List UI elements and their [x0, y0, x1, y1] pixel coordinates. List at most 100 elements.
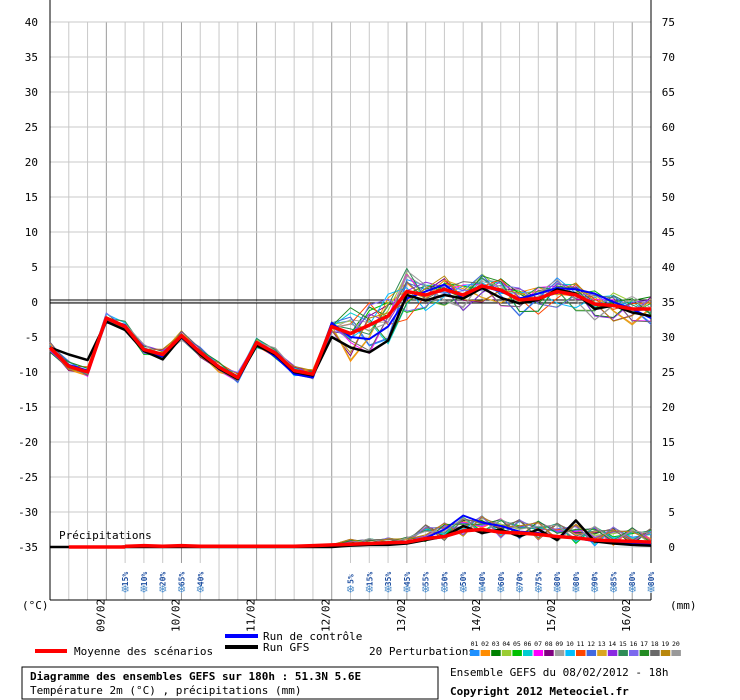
perturbation-number: 14 [608, 640, 616, 648]
perturbation-swatch [512, 650, 522, 656]
perturbation-number: 03 [492, 640, 500, 648]
x-date-label: 10/02 [169, 599, 182, 632]
snow-prob-cell [120, 563, 131, 593]
snowflake-icon: ❄ [139, 583, 148, 596]
y-left-tick-label: 10 [25, 226, 38, 239]
snow-prob-label: 35% [384, 572, 393, 587]
perturbation-number: 10 [566, 640, 574, 648]
snowflake-icon: ❄ [196, 583, 205, 596]
snow-prob-label: 10% [140, 572, 149, 587]
perturbation-swatch [470, 650, 480, 656]
snow-prob-label: 65% [177, 572, 186, 587]
snow-prob-cell [364, 563, 375, 593]
snow-prob-cell [495, 563, 506, 593]
y-left-tick-label: -5 [25, 331, 38, 344]
mean-temperature-line [48, 284, 651, 380]
snow-prob-cell [138, 563, 149, 593]
y-left-tick-label: -10 [18, 366, 38, 379]
snow-prob-cell [458, 563, 469, 593]
y-right-tick-label: 30 [662, 331, 675, 344]
legend-perturbations: 20 Perturbations [369, 645, 475, 658]
snow-prob-cell [608, 563, 619, 593]
snow-prob-cell [589, 563, 600, 593]
y-right-tick-label: 35 [662, 296, 675, 309]
perturbation-swatch [671, 650, 681, 656]
y-right-tick-label: 70 [662, 51, 675, 64]
y-right-unit: (mm) [670, 599, 697, 612]
main-series-lines [48, 283, 652, 549]
snowflake-icon: ❄ [421, 583, 430, 596]
perturbation-swatch [523, 650, 533, 656]
snow-prob-cell [514, 563, 525, 593]
snow-prob-label: 20% [159, 572, 168, 587]
copyright: Copyright 2012 Meteociel.fr [450, 685, 629, 698]
snowflake-icon: ❄ [121, 583, 130, 596]
perturbation-number: 04 [502, 640, 510, 648]
snow-prob-label: 80% [628, 572, 637, 587]
perturbation-legend: 01 02 03 04 05 06 07 08 09 10 11 12 13 14 15 16 17 18 19 20 [470, 640, 681, 656]
perturbation-swatch [650, 650, 660, 656]
y-right-tick-label: 55 [662, 156, 675, 169]
footer-subtitle: Température 2m (°C) , précipitations (mm… [30, 684, 302, 697]
y-left-tick-label: 25 [25, 121, 38, 134]
snowflake-icon: ❄ [628, 583, 637, 596]
perturbation-swatch [480, 650, 491, 656]
snowflake-icon: ❄ [158, 583, 167, 596]
perturbation-swatch [660, 650, 671, 656]
perturbation-swatch [597, 650, 607, 656]
y-left-tick-label: 35 [25, 51, 38, 64]
y-left-tick-label: 40 [25, 16, 38, 29]
perturbation-number: 16 [630, 640, 638, 648]
perturbation-number: 18 [651, 640, 659, 648]
perturbation-number: 11 [577, 640, 585, 648]
snow-prob-label: 50% [440, 572, 449, 587]
snow-prob-cell [646, 563, 656, 593]
perturbation-number: 08 [545, 640, 553, 648]
legend-control: Run de contrôle [263, 630, 362, 643]
x-date-label: 11/02 [245, 599, 258, 632]
perturbation-swatch [533, 650, 544, 656]
snow-prob-label: 15% [121, 572, 130, 587]
snowflake-icon: ❄ [571, 583, 580, 596]
x-date-label: 14/02 [470, 599, 483, 632]
snowflake-icon: ❄ [459, 583, 468, 596]
y-left-tick-label: 15 [25, 191, 38, 204]
perturbation-swatch [565, 650, 575, 656]
snow-prob-label: 40% [196, 572, 205, 587]
run-info: Ensemble GEFS du 08/02/2012 - 18h [450, 666, 669, 679]
snow-prob-cell [176, 563, 187, 593]
y-right-tick-label: 40 [662, 261, 675, 274]
x-date-label: 15/02 [545, 599, 558, 632]
precip-label: Précipitations [59, 529, 152, 542]
snowflake-icon: ❄ [496, 583, 505, 596]
perturbation-swatch [607, 650, 618, 656]
y-right-tick-label: 15 [662, 436, 675, 449]
snow-prob-cell [476, 563, 487, 593]
perturbation-number: 19 [661, 640, 669, 648]
snowflake-icon: ❄ [177, 583, 186, 596]
snow-prob-label: 90% [591, 572, 600, 587]
snow-prob-label: 70% [516, 572, 525, 587]
snowflake-icon: ❄ [552, 583, 561, 596]
y-right-tick-label: 45 [662, 226, 675, 239]
y-left-tick-label: -35 [18, 541, 38, 554]
perturbation-number: 09 [555, 640, 563, 648]
perturbation-number: 15 [619, 640, 627, 648]
snow-prob-label: 15% [365, 572, 374, 587]
legend: Run de contrôle Run GFS Moyenne des scén… [35, 630, 681, 658]
snow-prob-label: 40% [478, 572, 487, 587]
snow-prob-cell [570, 563, 581, 593]
legend-mean: Moyenne des scénarios [74, 645, 213, 658]
y-left-tick-label: 5 [31, 261, 38, 274]
y-right-tick-label: 5 [668, 506, 675, 519]
mean-precip-line [125, 527, 652, 549]
snow-prob-label: 50% [459, 572, 468, 587]
snow-prob-cell [345, 563, 356, 593]
footer: Diagramme des ensembles GEFS sur 180h : … [21, 666, 669, 700]
snowflake-icon: ❄ [383, 583, 392, 596]
snow-prob-label: 75% [534, 572, 543, 587]
y-right-tick-label: 10 [662, 471, 675, 484]
legend-gfs: Run GFS [263, 641, 309, 654]
y-left-tick-label: -30 [18, 506, 38, 519]
